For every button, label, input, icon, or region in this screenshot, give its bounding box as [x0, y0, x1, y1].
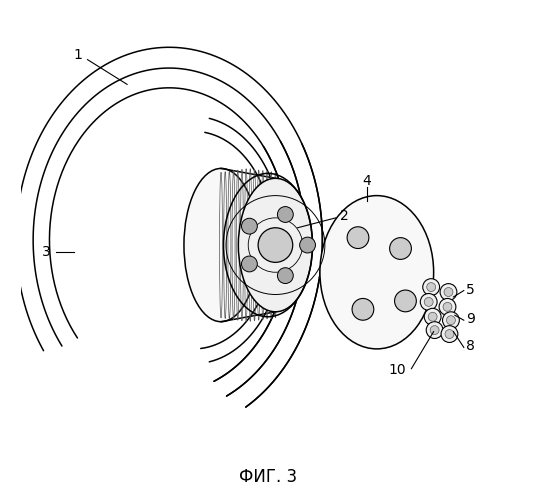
Ellipse shape: [390, 238, 412, 260]
Ellipse shape: [347, 227, 369, 248]
Text: 9: 9: [466, 312, 475, 326]
Ellipse shape: [420, 294, 437, 310]
Ellipse shape: [242, 256, 257, 272]
Ellipse shape: [445, 330, 454, 338]
Ellipse shape: [352, 298, 374, 320]
Ellipse shape: [439, 298, 456, 316]
Ellipse shape: [441, 326, 458, 342]
Text: 4: 4: [362, 174, 371, 188]
Ellipse shape: [394, 290, 416, 312]
Ellipse shape: [278, 268, 293, 283]
Text: 3: 3: [42, 246, 51, 260]
Ellipse shape: [423, 278, 440, 295]
Ellipse shape: [242, 218, 257, 234]
Ellipse shape: [425, 298, 433, 306]
Ellipse shape: [239, 178, 312, 312]
Ellipse shape: [430, 326, 439, 334]
Ellipse shape: [443, 312, 459, 328]
Ellipse shape: [184, 168, 258, 322]
Ellipse shape: [425, 308, 441, 325]
Ellipse shape: [428, 312, 437, 321]
Text: 10: 10: [389, 362, 406, 376]
Text: 8: 8: [466, 340, 475, 353]
Ellipse shape: [300, 237, 316, 253]
Ellipse shape: [278, 206, 293, 222]
Ellipse shape: [426, 322, 443, 338]
Text: 2: 2: [340, 210, 349, 224]
Ellipse shape: [320, 196, 434, 349]
Ellipse shape: [440, 284, 457, 300]
Text: 5: 5: [466, 282, 474, 296]
Ellipse shape: [258, 228, 293, 262]
Text: ФИГ. 3: ФИГ. 3: [239, 468, 297, 486]
Text: 1: 1: [73, 48, 82, 62]
Ellipse shape: [446, 316, 456, 324]
Ellipse shape: [444, 288, 453, 296]
Ellipse shape: [427, 282, 436, 292]
Ellipse shape: [443, 302, 452, 312]
